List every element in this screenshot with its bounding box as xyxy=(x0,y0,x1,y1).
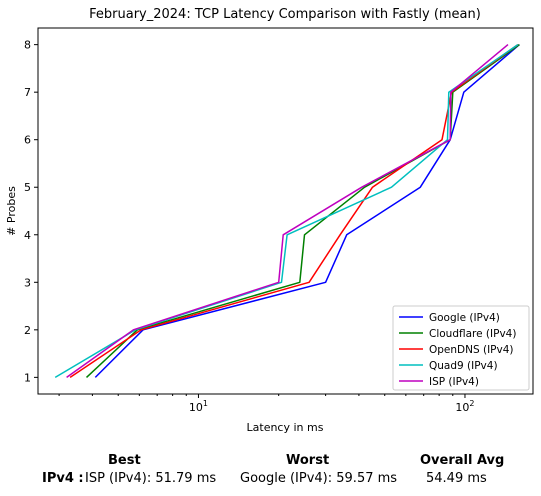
axis-ticks: 1 2 3 4 5 6 7 8 101 102 xyxy=(24,39,475,414)
worst-value: Google (IPv4): 59.57 ms xyxy=(240,471,398,486)
y-tick-label: 4 xyxy=(24,229,31,242)
legend-label: OpenDNS (IPv4) xyxy=(429,344,514,356)
y-tick-label: 1 xyxy=(24,371,31,384)
series-line xyxy=(69,43,519,379)
series-lines xyxy=(54,43,520,379)
x-tick-label: 101 xyxy=(189,399,208,414)
legend-label: Cloudflare (IPv4) xyxy=(429,328,516,340)
y-axis-label: # Probes xyxy=(5,186,18,236)
latency-chart: February_2024: TCP Latency Comparison wi… xyxy=(5,7,534,434)
legend-box xyxy=(392,305,530,391)
y-tick-label: 2 xyxy=(24,324,31,337)
worst-header: Worst xyxy=(286,453,330,468)
legend-label: ISP (IPv4) xyxy=(429,376,479,388)
ipv4-row-label: IPv4 : xyxy=(42,471,84,486)
best-value: ISP (IPv4): 51.79 ms xyxy=(85,471,217,486)
series-line xyxy=(66,44,509,379)
summary-panel: Best Worst Overall Avg IPv4 : ISP (IPv4)… xyxy=(0,448,541,496)
legend-label: Google (IPv4) xyxy=(429,312,500,324)
x-tick-label: 102 xyxy=(455,399,474,414)
legend-label: Quad9 (IPv4) xyxy=(429,360,498,372)
y-tick-label: 6 xyxy=(24,134,31,147)
y-tick-label: 8 xyxy=(24,39,31,52)
overall-avg-header: Overall Avg xyxy=(420,453,505,468)
series-line xyxy=(94,44,520,378)
overall-avg-value: 54.49 ms xyxy=(426,471,487,486)
legend: Google (IPv4) Cloudflare (IPv4) OpenDNS (I… xyxy=(392,305,530,391)
y-tick-label: 7 xyxy=(24,86,31,99)
x-axis-label: Latency in ms xyxy=(247,421,324,434)
best-header: Best xyxy=(108,453,141,468)
series-line xyxy=(85,43,520,378)
plot-frame xyxy=(37,27,534,395)
y-tick-label: 3 xyxy=(24,276,31,289)
y-tick-label: 5 xyxy=(24,181,31,194)
chart-title: February_2024: TCP Latency Comparison wi… xyxy=(89,7,481,22)
